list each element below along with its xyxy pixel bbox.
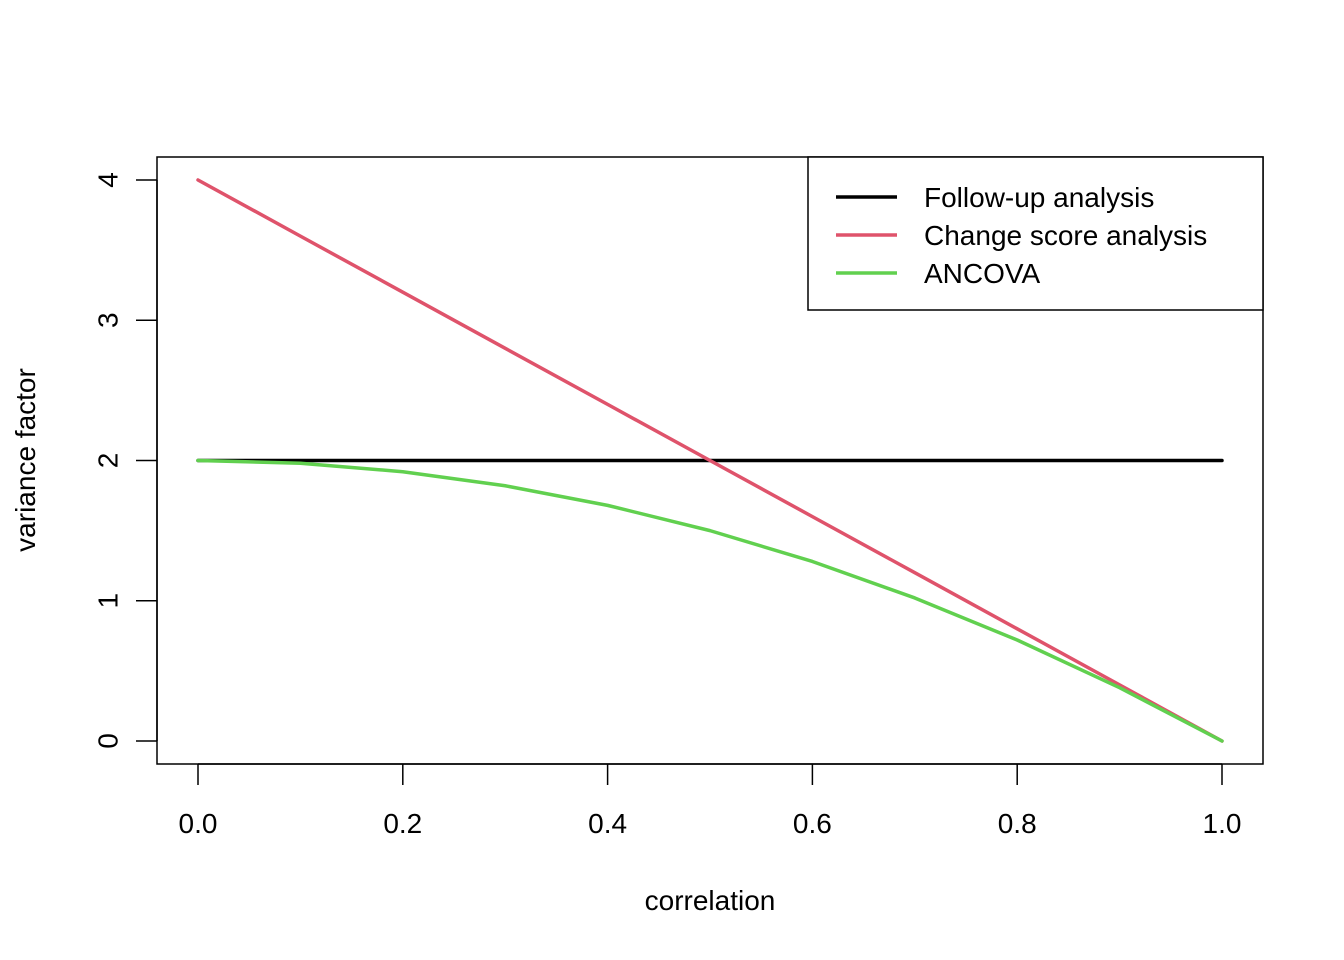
y-tick-label: 3 bbox=[92, 312, 123, 328]
series-line-change-score-analysis bbox=[196, 178, 1224, 743]
legend-label-change-score-analysis: Change score analysis bbox=[924, 220, 1207, 251]
x-tick-label: 0.6 bbox=[793, 808, 832, 839]
legend-label-ancova: ANCOVA bbox=[924, 258, 1040, 289]
y-axis: 0 1 2 3 4 bbox=[92, 172, 158, 749]
y-tick-label: 4 bbox=[92, 172, 123, 188]
x-tick-label: 0.0 bbox=[179, 808, 218, 839]
legend: Follow-up analysis Change score analysis A… bbox=[807, 156, 1264, 311]
x-tick-label: 0.4 bbox=[588, 808, 627, 839]
x-tick-label: 1.0 bbox=[1203, 808, 1242, 839]
series-line-ancova bbox=[196, 458, 1224, 743]
x-tick-label: 0.2 bbox=[383, 808, 422, 839]
x-axis: 0.0 0.2 0.4 0.6 0.8 1.0 bbox=[179, 763, 1242, 839]
y-tick-label: 0 bbox=[92, 733, 123, 749]
legend-label-follow-up-analysis: Follow-up analysis bbox=[924, 182, 1154, 213]
y-tick-label: 2 bbox=[92, 453, 123, 469]
series-layer bbox=[196, 178, 1224, 743]
y-axis-title: variance factor bbox=[10, 368, 41, 552]
x-tick-label: 0.8 bbox=[998, 808, 1037, 839]
y-tick-label: 1 bbox=[92, 593, 123, 609]
x-axis-title: correlation bbox=[645, 885, 776, 916]
